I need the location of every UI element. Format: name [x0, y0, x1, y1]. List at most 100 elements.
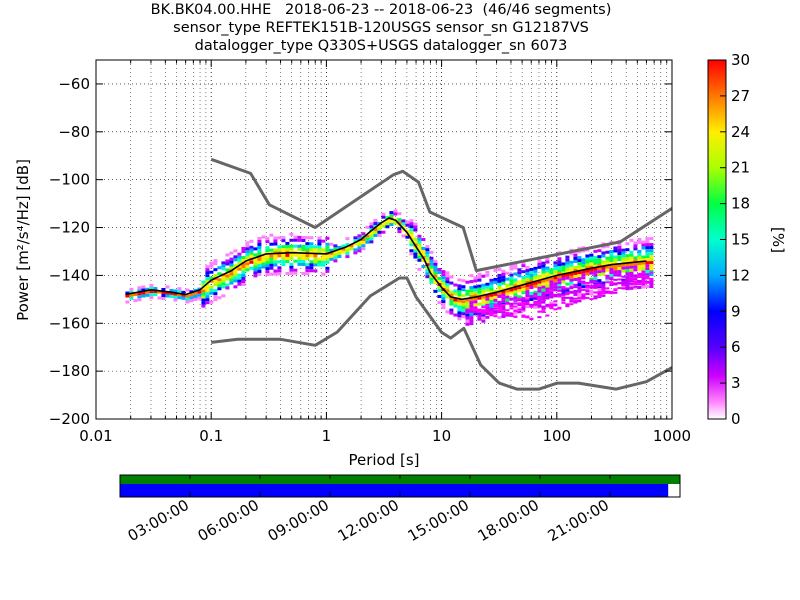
- density-cell: [517, 297, 522, 300]
- density-cell: [649, 277, 654, 280]
- density-cell: [269, 272, 274, 276]
- density-cell: [305, 248, 310, 252]
- density-cell: [213, 268, 218, 272]
- density-cell: [621, 278, 626, 282]
- density-cell: [345, 237, 350, 241]
- colorbar-label: [%]: [769, 227, 787, 253]
- density-cell: [645, 285, 650, 289]
- density-cell: [453, 292, 458, 296]
- density-cell: [637, 267, 642, 271]
- density-cell: [173, 298, 178, 302]
- density-cell: [513, 302, 518, 305]
- density-cell: [589, 271, 594, 275]
- density-cell: [633, 285, 638, 288]
- density-cell: [517, 268, 522, 272]
- density-cell: [365, 237, 370, 241]
- density-cell: [289, 232, 294, 236]
- density-cell: [393, 209, 398, 213]
- density-cell: [265, 246, 270, 250]
- density-cell: [365, 240, 370, 244]
- density-cell: [557, 263, 562, 267]
- density-cell: [509, 313, 514, 316]
- density-cell: [321, 260, 326, 264]
- density-cell: [281, 260, 286, 264]
- density-cell: [317, 257, 322, 261]
- density-cell: [473, 291, 478, 295]
- density-cell: [577, 262, 582, 266]
- density-cell: [361, 247, 366, 251]
- density-cell: [137, 289, 142, 293]
- density-cell: [641, 275, 646, 278]
- density-cell: [345, 246, 350, 250]
- density-cell: [229, 275, 234, 279]
- density-cell: [517, 302, 522, 305]
- density-cell: [541, 273, 546, 277]
- density-cell: [545, 303, 550, 306]
- density-cell: [369, 231, 374, 235]
- density-cell: [445, 295, 450, 299]
- density-cell: [553, 293, 558, 296]
- density-cell: [465, 304, 470, 308]
- density-cell: [565, 282, 570, 286]
- density-cell: [649, 258, 654, 262]
- density-cell: [325, 257, 330, 261]
- psd-density-cloud: [125, 209, 654, 326]
- density-cell: [437, 270, 442, 274]
- density-cell: [525, 284, 530, 288]
- density-cell: [537, 274, 542, 278]
- density-cell: [617, 243, 622, 247]
- density-cell: [305, 272, 310, 276]
- density-cell: [457, 308, 462, 312]
- density-cell: [261, 256, 266, 260]
- density-cell: [529, 291, 534, 295]
- density-cell: [297, 238, 302, 242]
- density-cell: [553, 267, 558, 271]
- density-cell: [261, 235, 266, 239]
- density-cell: [481, 289, 486, 293]
- density-cell: [493, 315, 498, 318]
- density-cell: [597, 296, 602, 299]
- density-cell: [277, 266, 282, 270]
- density-cell: [401, 222, 406, 226]
- density-cell: [285, 241, 290, 245]
- density-cell: [281, 239, 286, 243]
- density-cell: [197, 290, 202, 294]
- density-cell: [413, 225, 418, 229]
- density-cell: [217, 284, 222, 288]
- density-cell: [593, 285, 598, 289]
- density-cell: [529, 303, 534, 306]
- density-cell: [337, 251, 342, 255]
- density-cell: [601, 272, 606, 276]
- density-cell: [525, 287, 530, 291]
- density-cell: [525, 302, 530, 306]
- density-cell: [569, 278, 574, 282]
- density-cell: [369, 225, 374, 229]
- density-cell: [521, 285, 526, 289]
- density-cell: [365, 225, 370, 229]
- density-cell: [405, 229, 410, 233]
- density-cell: [649, 285, 654, 289]
- density-cell: [597, 285, 602, 288]
- density-cell: [401, 225, 406, 229]
- density-cell: [465, 316, 470, 320]
- density-cell: [289, 247, 294, 251]
- density-cell: [449, 308, 454, 312]
- density-cell: [637, 273, 642, 276]
- density-cell: [305, 266, 310, 270]
- density-cell: [469, 313, 474, 317]
- density-cell: [625, 242, 630, 246]
- density-cell: [425, 275, 430, 279]
- density-cell: [505, 314, 510, 317]
- density-cell: [609, 250, 614, 254]
- density-cell: [589, 279, 594, 282]
- density-cell: [493, 280, 498, 284]
- density-cell: [401, 219, 406, 223]
- density-cell: [301, 259, 306, 263]
- density-cell: [253, 262, 258, 266]
- density-cell: [489, 305, 494, 309]
- density-cell: [433, 289, 438, 293]
- density-cell: [645, 267, 650, 271]
- density-cell: [369, 234, 374, 238]
- density-cell: [445, 280, 450, 284]
- density-cell: [625, 257, 630, 261]
